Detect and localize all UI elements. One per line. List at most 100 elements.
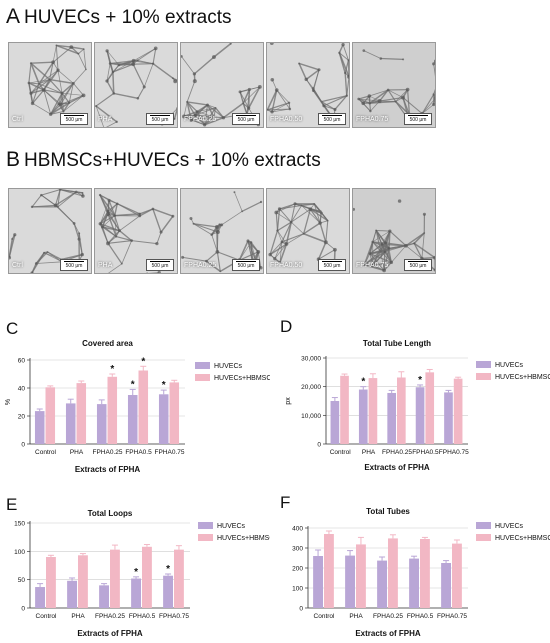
y-tick-label: 100 xyxy=(292,586,303,593)
y-axis-label: % xyxy=(5,399,12,405)
bar-cocult xyxy=(388,538,398,608)
bar-huvecs xyxy=(66,403,76,444)
y-tick-label: 50 xyxy=(18,577,26,584)
bar-cocult xyxy=(46,387,56,444)
legend-swatch xyxy=(195,374,210,381)
scale-bar-label: 500 μm xyxy=(152,117,169,123)
legend-swatch xyxy=(198,534,213,541)
bar-huvecs xyxy=(345,556,355,608)
bar-cocult xyxy=(324,534,334,608)
y-tick-label: 200 xyxy=(292,566,303,573)
x-tick-label: Control xyxy=(36,613,58,620)
y-tick-label: 150 xyxy=(14,521,25,528)
y-tick-label: 10,000 xyxy=(301,413,321,420)
image-label: PHA xyxy=(98,262,112,269)
bar-cocult xyxy=(142,547,152,608)
bar-cocult xyxy=(46,557,56,608)
scale-bar: 500 μm xyxy=(232,113,260,125)
panel-letter: D xyxy=(280,317,292,336)
x-tick-label: FPHA0.75 xyxy=(159,613,189,620)
scale-bar: 500 μm xyxy=(318,113,346,125)
scale-bar-label: 500 μm xyxy=(324,263,341,269)
bar-cocult xyxy=(170,382,180,444)
bar-huvecs xyxy=(67,581,77,608)
x-axis-label: Extracts of FPHA xyxy=(75,465,141,474)
legend-label: HUVECs xyxy=(495,523,524,530)
panel-b-image-2: PHA 500 μm xyxy=(94,188,178,274)
x-axis-label: Extracts of FPHA xyxy=(355,629,421,638)
bar-cocult xyxy=(139,371,149,445)
scale-bar: 500 μm xyxy=(60,259,88,271)
y-tick-label: 0 xyxy=(317,442,321,449)
x-tick-label: FPHA0.5 xyxy=(129,613,156,620)
x-tick-label: PHA xyxy=(362,449,376,456)
legend-swatch xyxy=(198,522,213,529)
bar-huvecs xyxy=(35,587,45,608)
legend-label: HUVECs+HBMSCs xyxy=(214,375,270,382)
x-axis-label: Extracts of FPHA xyxy=(77,629,143,638)
panel-letter: E xyxy=(6,495,17,514)
image-label: FPHA0.50 xyxy=(270,116,302,123)
y-tick-label: 0 xyxy=(21,442,25,449)
chart-title: Total Tube Length xyxy=(363,339,431,348)
panel-a-title: HUVECs + 10% extracts xyxy=(24,7,232,28)
panel-letter: F xyxy=(280,493,290,512)
x-tick-label: FPHA0.25 xyxy=(93,449,123,456)
panel-letter: C xyxy=(6,319,18,338)
scale-bar-label: 500 μm xyxy=(66,117,83,123)
image-label: Ctrl xyxy=(12,116,23,123)
scale-bar: 500 μm xyxy=(318,259,346,271)
legend-swatch xyxy=(476,373,491,380)
legend-label: HUVECs+HBMSCs xyxy=(217,535,270,542)
scale-bar: 500 μm xyxy=(146,259,174,271)
bar-huvecs xyxy=(444,392,453,444)
scale-bar-label: 500 μm xyxy=(324,117,341,123)
scale-bar-label: 500 μm xyxy=(238,263,255,269)
x-tick-label: FPHA0.25 xyxy=(373,613,403,620)
bar-huvecs xyxy=(159,394,169,444)
x-tick-label: PHA xyxy=(71,613,85,620)
x-tick-label: Control xyxy=(35,449,57,456)
bar-huvecs xyxy=(359,390,368,444)
x-tick-label: PHA xyxy=(70,449,84,456)
bar-huvecs xyxy=(377,561,387,608)
significance-star: * xyxy=(141,356,145,367)
bar-huvecs xyxy=(35,411,45,444)
bar-huvecs xyxy=(99,585,109,608)
legend-label: HUVECs xyxy=(495,362,524,369)
scale-bar: 500 μm xyxy=(404,259,432,271)
legend-swatch xyxy=(476,534,491,541)
scale-bar: 500 μm xyxy=(404,113,432,125)
bar-huvecs xyxy=(163,576,173,608)
y-tick-label: 20,000 xyxy=(301,384,321,391)
x-tick-label: FPHA0.5 xyxy=(407,613,434,620)
bar-cocult xyxy=(420,539,430,608)
scale-bar-label: 500 μm xyxy=(152,263,169,269)
panel-a-image-1: Ctrl 500 μm xyxy=(8,42,92,128)
panel-a-letter: A xyxy=(6,5,20,28)
y-tick-label: 30,000 xyxy=(301,356,321,363)
y-tick-label: 40 xyxy=(18,386,26,393)
panel-b-title: HBMSCs+HUVECs + 10% extracts xyxy=(24,150,321,171)
x-tick-label: PHA xyxy=(349,613,363,620)
bar-cocult xyxy=(174,550,184,608)
scale-bar-label: 500 μm xyxy=(410,263,427,269)
scale-bar-label: 500 μm xyxy=(238,117,255,123)
scale-bar: 500 μm xyxy=(146,113,174,125)
y-tick-label: 0 xyxy=(21,606,25,613)
significance-star: * xyxy=(134,567,138,578)
bar-cocult xyxy=(340,376,349,444)
x-tick-label: FPHA0.5 xyxy=(412,449,439,456)
panel-b-letter: B xyxy=(6,148,20,171)
